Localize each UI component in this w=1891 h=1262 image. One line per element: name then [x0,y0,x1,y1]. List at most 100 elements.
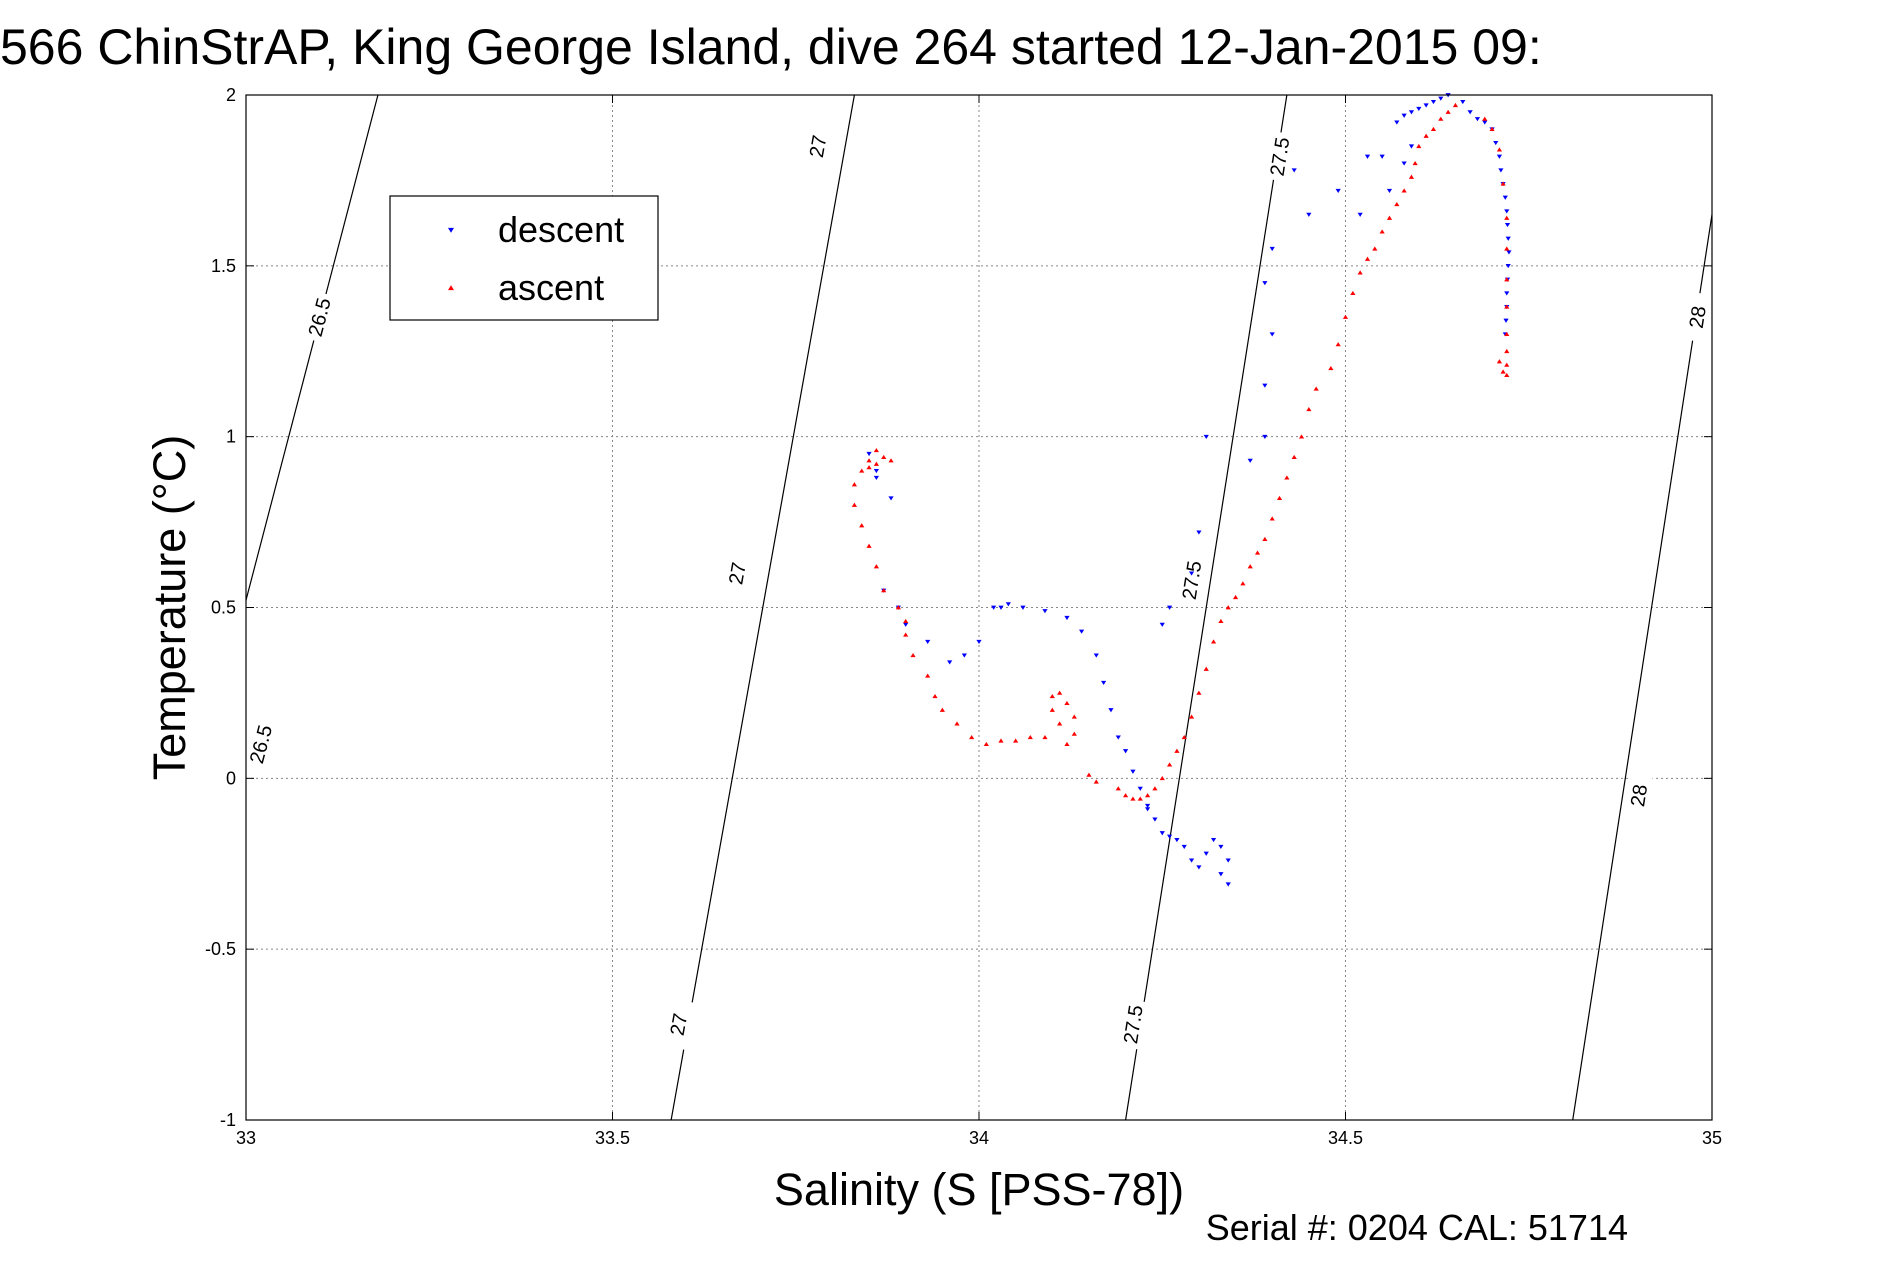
descent-point [1196,530,1202,535]
ascent-point [1504,362,1510,367]
descent-point [961,653,967,658]
descent-point [1401,113,1407,118]
ascent-point [1335,342,1341,347]
ascent-point [1013,738,1019,743]
descent-point [1505,236,1511,241]
descent-point [1504,209,1510,214]
descent-point [1262,434,1268,440]
descent-point [1496,154,1503,159]
contour-label-bg [302,291,337,344]
ascent-point [1313,386,1319,391]
descent-point [1493,141,1499,146]
legend-marker-descent [448,227,454,233]
ascent-point [1262,536,1268,541]
ascent-point [1064,700,1070,705]
x-tick-label: 35 [1702,1128,1722,1148]
descent-point [1115,735,1121,740]
ascent-point [895,605,901,610]
contour-label: 26.5 [305,296,336,339]
descent-point [1474,117,1481,122]
ascent-point [998,738,1004,743]
ascent-point [1042,734,1048,740]
x-tick-label: 33.5 [595,1128,630,1148]
ascent-point [1188,714,1195,719]
ascent-point [1291,454,1297,459]
y-tick-label: 0.5 [211,598,236,618]
ascent-point [1276,495,1283,500]
legend-marker-symbol [448,285,454,291]
descent-point [1503,318,1509,323]
ascent-point [1086,772,1092,777]
chart-title: 566 ChinStrAP, King George Island, dive … [0,19,1542,75]
serial-footer: Serial #: 0204 CAL: 51714 [1206,1207,1628,1248]
contour-label: 27.5 [1120,1004,1148,1046]
ascent-point [866,458,872,463]
ascent-point [1284,475,1290,480]
ascent-point [859,468,865,473]
ascent-point [903,618,909,623]
ascent-point [910,652,916,658]
ascent-point [1218,618,1224,623]
y-tick-label: 2 [226,85,236,105]
ascent-point [866,465,872,470]
contour-label-bg [802,120,833,172]
descent-point [1159,622,1165,627]
y-tick-label: 1.5 [211,256,236,276]
descent-point [1408,110,1415,115]
ascent-point [1496,359,1503,364]
descent-point [947,660,953,665]
descent-point [1020,605,1026,610]
ascent-point [1438,116,1444,121]
ascent-point [1203,666,1209,671]
descent-point [1416,106,1422,112]
descent-point [1093,653,1099,658]
descent-point [1498,168,1504,173]
ascent-point [873,564,879,569]
ascent-point [1379,229,1385,234]
ascent-point [1130,796,1136,801]
x-axis-label: Salinity (S [PSS-78]) [774,1164,1184,1215]
ascent-point [1057,690,1063,695]
descent-point [1188,858,1195,863]
descent-point [1064,615,1070,621]
descent-point [1467,110,1473,115]
ascent-point [1342,314,1349,319]
density-contour-line [246,95,379,603]
y-tick-label: 0 [226,768,236,788]
ascent-point [1401,188,1407,193]
descent-point [1335,188,1341,194]
density-contour-line [1125,95,1288,1120]
descent-point [1166,605,1173,610]
ascent-point [1504,246,1510,251]
descent-point [1108,708,1114,713]
ascent-point [1027,734,1033,740]
ascent-point [1408,174,1415,179]
ascent-point [1430,126,1437,131]
descent-point [1247,458,1253,463]
contour-label-bg [1264,131,1295,182]
descent-point [1123,749,1129,754]
ascent-point [1240,581,1246,586]
ascent-point [1504,215,1510,220]
ascent-point [1496,147,1503,152]
series-ascent [851,102,1510,801]
legend-marker-ascent [448,285,454,291]
ascent-point [903,632,909,637]
legend-label-ascent: ascent [498,267,604,308]
descent-point [1423,103,1429,108]
contour-label-bg [663,998,694,1050]
descent-point [1174,838,1180,843]
descent-point [1394,120,1400,125]
contour-label: 28 [1686,305,1711,330]
descent-point [1306,212,1312,217]
ascent-point [1093,779,1099,784]
contour-label-bg [1118,998,1148,1050]
contour-label-bg [243,718,278,771]
descent-point [1101,680,1107,686]
descent-point [1130,769,1136,774]
descent-point [1005,602,1011,607]
legend-marker-symbol [448,227,454,233]
descent-point [991,605,997,610]
descent-point [1262,281,1268,286]
contour-label: 27.5 [1179,559,1207,601]
